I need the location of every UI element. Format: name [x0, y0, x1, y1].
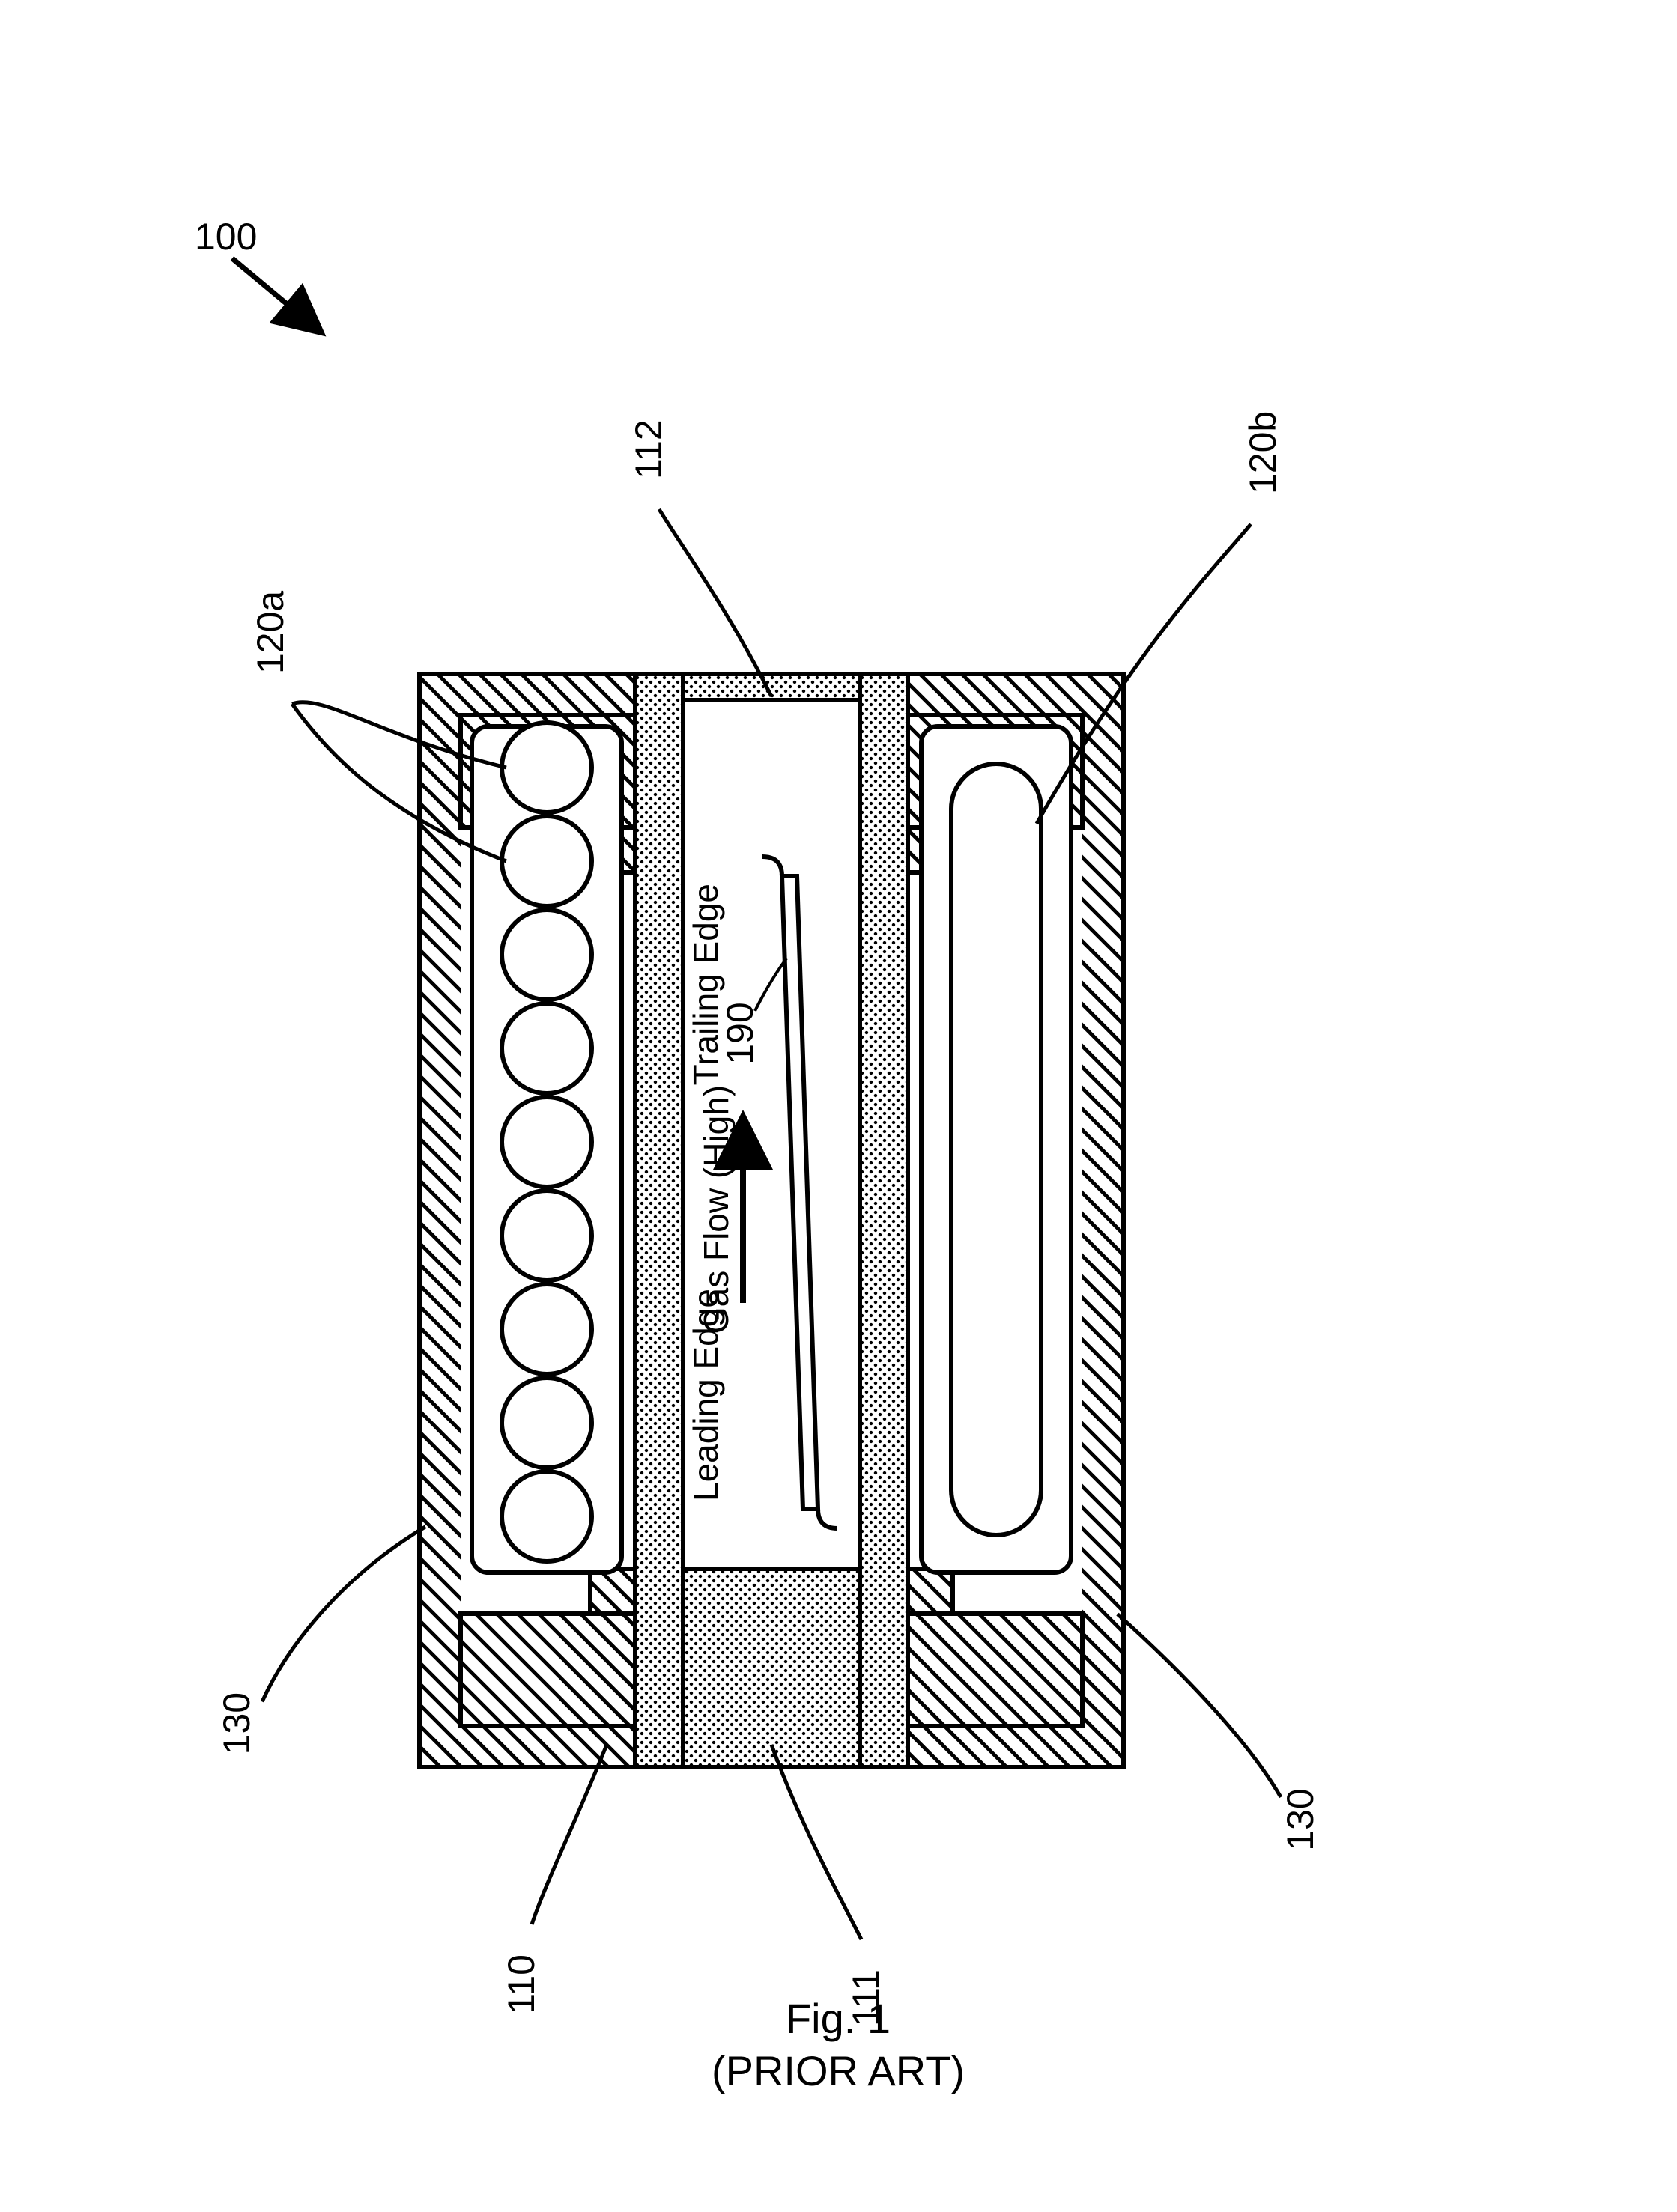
lamp-circle-3 — [502, 1284, 592, 1374]
jamb-bl — [908, 1614, 1082, 1726]
lamp-circle-2 — [502, 1378, 592, 1468]
ref-100: 100 — [195, 216, 257, 258]
ref-120b: 120b — [1242, 411, 1284, 494]
ref-130-bot: 130 — [1279, 1788, 1321, 1850]
lamp-circle-9 — [502, 723, 592, 812]
slab-band-bottom — [860, 674, 908, 1767]
ref-112: 112 — [628, 419, 670, 479]
figure-stage: Gas Flow (High)Leading EdgeTrailing Edge… — [0, 0, 1677, 2212]
lamp-circle-4 — [502, 1191, 592, 1280]
leading-edge-label: Leading Edge — [686, 1289, 725, 1501]
lamp-circle-6 — [502, 1003, 592, 1093]
ref-130-top: 130 — [216, 1692, 258, 1754]
leader-130-top — [262, 1527, 425, 1702]
slab-band-top — [635, 674, 683, 1767]
ref-190: 190 — [719, 1002, 761, 1064]
lamp-pill-bottom — [951, 764, 1041, 1535]
lamp-circle-8 — [502, 816, 592, 906]
device-drawing: Gas Flow (High)Leading EdgeTrailing Edge… — [216, 411, 1321, 2026]
leader-130-bot — [1118, 1614, 1281, 1797]
lamp-circle-5 — [502, 1097, 592, 1187]
caption-fig: Fig. 1 — [786, 1995, 891, 2042]
step-tl — [590, 1569, 635, 1614]
leader-111 — [771, 1745, 861, 1939]
caption-priorart: (PRIOR ART) — [712, 2047, 965, 2094]
lamp-circle-7 — [502, 910, 592, 1000]
leader-112 — [659, 509, 771, 696]
jamb-tl — [461, 1614, 635, 1726]
step-bl — [908, 1569, 953, 1614]
lamp-circle-1 — [502, 1471, 592, 1561]
slab-plug-left — [683, 1569, 860, 1767]
ref-120a: 120a — [249, 591, 291, 674]
figure-svg: Gas Flow (High)Leading EdgeTrailing Edge… — [0, 0, 1677, 2212]
leader-110 — [532, 1745, 607, 1924]
arrow-100 — [232, 258, 322, 333]
ref-110: 110 — [500, 1954, 542, 2014]
